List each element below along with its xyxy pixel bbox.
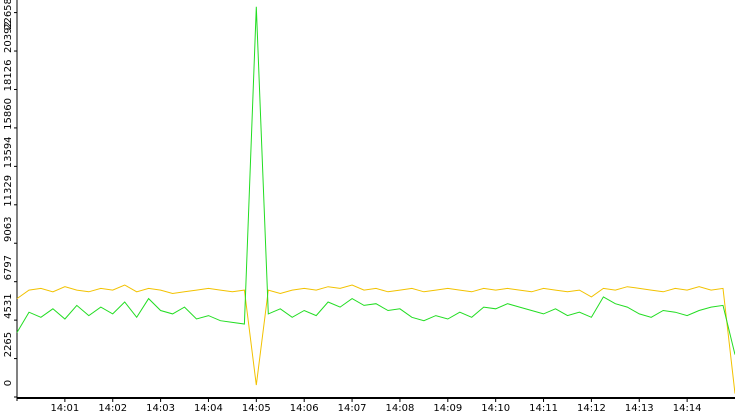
series-line (16, 284, 735, 394)
series-line (16, 6, 735, 355)
x-tick-label: 14:01 (50, 403, 79, 414)
x-tick-label: 14:07 (338, 403, 367, 414)
x-tick-label: 14:03 (146, 403, 175, 414)
y-tick-label: 13594 (3, 136, 14, 168)
y-tick-label: 15860 (3, 98, 14, 130)
y-tick-label: 2265 (3, 332, 14, 357)
x-tick-label: 14:13 (625, 403, 654, 414)
y-tick-label: 20392 (3, 21, 14, 53)
y-tick-label: 11329 (3, 175, 14, 207)
x-tick-label: 14:08 (386, 403, 415, 414)
y-tick-label: 18126 (3, 60, 14, 92)
y-tick-label: 0 (3, 380, 14, 386)
x-tick-label: 14:04 (194, 403, 223, 414)
y-tick-label: 22658 (3, 0, 14, 30)
x-tick-label: 14:06 (290, 403, 319, 414)
y-tick-label: 6797 (3, 255, 14, 280)
y-tick-label: 4531 (3, 293, 14, 318)
x-tick-label: 14:05 (242, 403, 271, 414)
x-tick-label: 14:09 (433, 403, 462, 414)
x-tick-label: 14:11 (529, 403, 558, 414)
x-tick-label: 14:02 (98, 403, 127, 414)
x-tick-label: 14:12 (577, 403, 606, 414)
x-tick-label: 14:10 (481, 403, 510, 414)
y-tick-label: 9063 (3, 217, 14, 242)
x-tick-label: 14:14 (673, 403, 702, 414)
